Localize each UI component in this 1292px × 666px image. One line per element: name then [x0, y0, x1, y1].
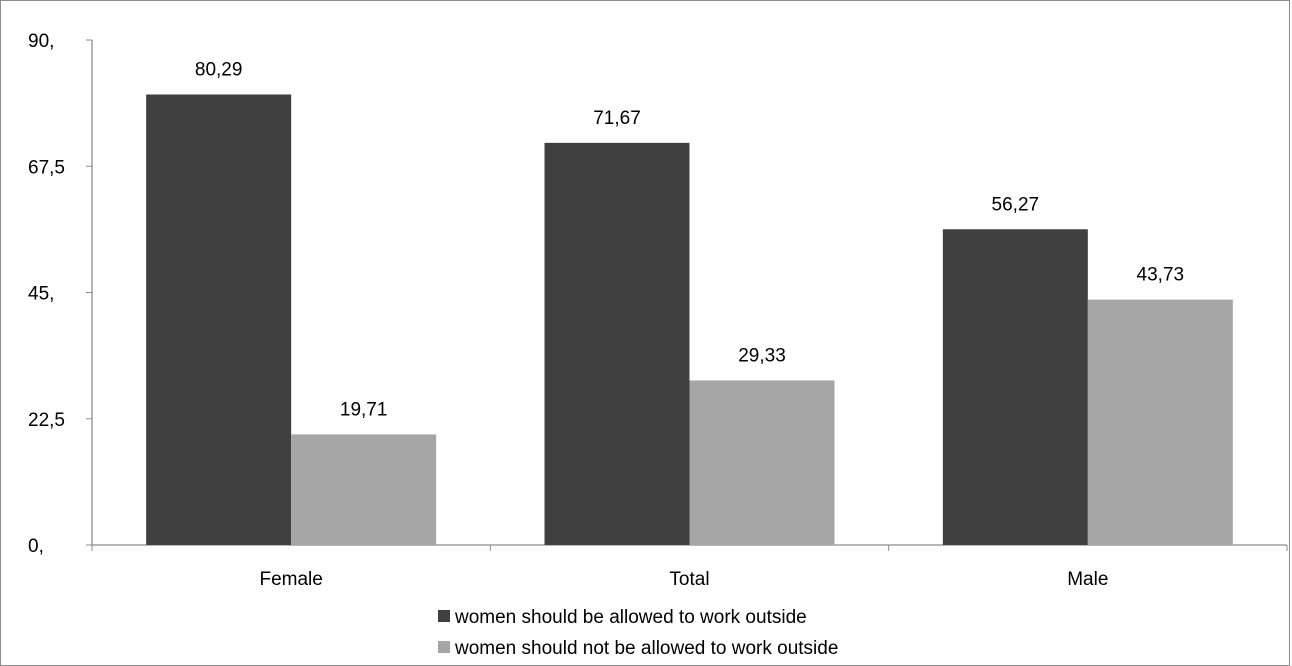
data-label: 56,27 [992, 194, 1040, 215]
data-label: 71,67 [593, 108, 641, 129]
x-category-label: Female [259, 569, 322, 590]
y-tick-label: 45, [28, 284, 54, 305]
data-label: 80,29 [195, 59, 243, 80]
data-label: 19,71 [340, 399, 388, 420]
bar-total-series-1 [544, 142, 690, 545]
legend-swatch-2 [438, 641, 450, 653]
y-tick-label: 67,5 [28, 157, 65, 178]
bar-female-series-2 [291, 434, 437, 545]
y-tick-label: 22,5 [28, 410, 65, 431]
bar-total-series-2 [689, 380, 835, 545]
y-tick-label: 0, [28, 536, 44, 557]
legend-swatch-1 [438, 610, 450, 622]
data-label: 43,73 [1137, 265, 1185, 286]
x-category-label: Total [669, 569, 709, 590]
x-category-label: Male [1067, 569, 1108, 590]
data-label: 29,33 [738, 345, 786, 366]
bar-female-series-1 [146, 94, 292, 545]
bar-male-series-1 [942, 229, 1088, 546]
legend-label: women should not be allowed to work outs… [454, 638, 838, 659]
bar-male-series-2 [1087, 299, 1233, 545]
legend-label: women should be allowed to work outside [454, 607, 807, 628]
y-tick-label: 90, [28, 31, 54, 52]
